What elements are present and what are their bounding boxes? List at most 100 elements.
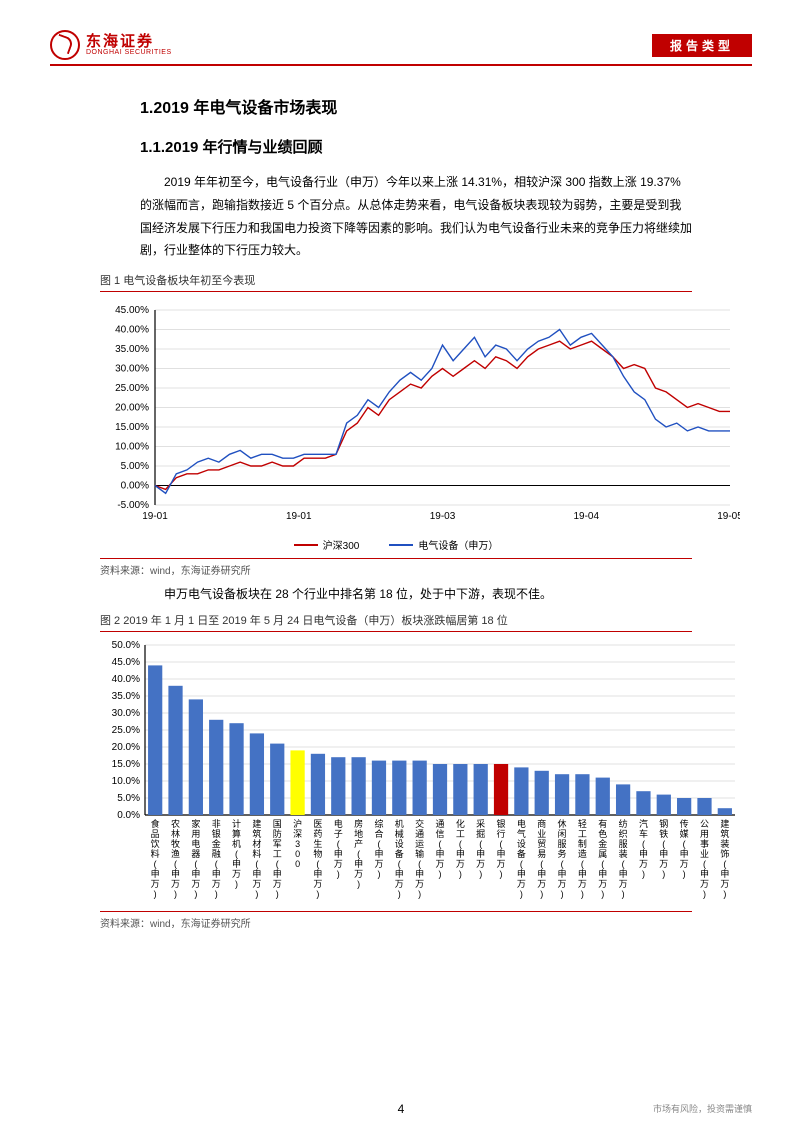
svg-text:申: 申 xyxy=(252,868,261,879)
logo-icon xyxy=(50,30,80,60)
svg-text:-5.00%: -5.00% xyxy=(117,500,149,511)
paragraph-1: 2019 年年初至今，电气设备行业（申万）今年以来上涨 14.31%，相较沪深 … xyxy=(140,171,692,262)
svg-text:饮: 饮 xyxy=(151,838,160,849)
svg-text:): ) xyxy=(357,879,360,889)
svg-text:申: 申 xyxy=(435,848,444,859)
svg-text:万: 万 xyxy=(313,879,322,889)
svg-text:化: 化 xyxy=(456,818,465,829)
svg-text:15.00%: 15.00% xyxy=(115,422,149,433)
page-number: 4 xyxy=(398,1102,405,1116)
svg-text:输: 输 xyxy=(415,848,424,859)
svg-text:药: 药 xyxy=(313,829,322,839)
svg-text:申: 申 xyxy=(273,868,282,879)
svg-text:申: 申 xyxy=(659,848,668,859)
svg-text:万: 万 xyxy=(151,879,160,889)
svg-text:(: ( xyxy=(174,859,177,869)
svg-text:饰: 饰 xyxy=(720,848,729,859)
svg-text:沪: 沪 xyxy=(293,818,302,829)
svg-text:装: 装 xyxy=(619,848,628,859)
svg-text:钢: 钢 xyxy=(659,818,668,829)
svg-text:万: 万 xyxy=(435,859,444,869)
svg-text:气: 气 xyxy=(517,828,526,839)
svg-text:19-05: 19-05 xyxy=(717,511,740,522)
svg-text:万: 万 xyxy=(252,879,261,889)
svg-text:申: 申 xyxy=(171,868,180,879)
svg-text:申: 申 xyxy=(558,868,567,879)
svg-text:40.0%: 40.0% xyxy=(112,674,140,685)
svg-text:媒: 媒 xyxy=(680,829,689,839)
svg-text:0.0%: 0.0% xyxy=(117,810,140,821)
svg-text:万: 万 xyxy=(191,879,200,889)
svg-text:申: 申 xyxy=(639,848,648,859)
svg-text:色: 色 xyxy=(598,828,607,839)
svg-text:万: 万 xyxy=(171,879,180,889)
svg-text:(: ( xyxy=(418,859,421,869)
svg-text:30.00%: 30.00% xyxy=(115,364,149,375)
logo-en: DONGHAI SECURITIES xyxy=(86,49,172,56)
svg-text:汽: 汽 xyxy=(639,818,648,829)
svg-text:属: 属 xyxy=(598,849,607,859)
mid-text: 申万电气设备板块在 28 个行业中排名第 18 位，处于中下游，表现不佳。 xyxy=(140,585,692,602)
svg-text:非: 非 xyxy=(212,818,221,829)
svg-text:(: ( xyxy=(255,859,258,869)
svg-text:): ) xyxy=(561,889,564,899)
report-type-badge: 报告类型 xyxy=(652,34,752,57)
svg-text:申: 申 xyxy=(313,868,322,879)
svg-text:备: 备 xyxy=(517,848,526,859)
figure-2-title: 图 2 2019 年 1 月 1 日至 2019 年 5 月 24 日电气设备（… xyxy=(100,612,692,632)
page-footer: 4 市场有风险，投资需谨慎 xyxy=(50,1102,752,1115)
svg-text:万: 万 xyxy=(578,879,587,889)
svg-text:申: 申 xyxy=(415,868,424,879)
svg-text:万: 万 xyxy=(537,879,546,889)
figure-1-title: 图 1 电气设备板块年初至今表现 xyxy=(100,272,692,292)
svg-text:筑: 筑 xyxy=(720,828,729,839)
svg-text:子: 子 xyxy=(334,829,343,839)
svg-text:信: 信 xyxy=(435,828,444,839)
svg-text:金: 金 xyxy=(212,838,221,849)
svg-text:建: 建 xyxy=(720,818,729,829)
svg-text:): ) xyxy=(581,889,584,899)
svg-text:): ) xyxy=(500,869,503,879)
svg-text:万: 万 xyxy=(456,859,465,869)
svg-text:万: 万 xyxy=(232,869,241,879)
svg-text:万: 万 xyxy=(334,859,343,869)
svg-text:地: 地 xyxy=(354,828,363,839)
svg-text:造: 造 xyxy=(578,848,587,859)
svg-text:万: 万 xyxy=(619,879,628,889)
svg-text:医: 医 xyxy=(313,819,322,829)
svg-text:): ) xyxy=(662,869,665,879)
svg-text:(: ( xyxy=(703,859,706,869)
svg-text:设: 设 xyxy=(517,839,526,849)
svg-text:(: ( xyxy=(683,839,686,849)
svg-text:工: 工 xyxy=(578,829,587,839)
svg-text:申: 申 xyxy=(354,858,363,869)
svg-text:申: 申 xyxy=(578,868,587,879)
svg-text:万: 万 xyxy=(517,879,526,889)
svg-text:纺: 纺 xyxy=(619,818,628,829)
svg-text:45.00%: 45.00% xyxy=(115,305,149,316)
svg-text:万: 万 xyxy=(374,859,383,869)
svg-text:(: ( xyxy=(520,859,523,869)
svg-text:计: 计 xyxy=(232,818,241,829)
svg-text:农: 农 xyxy=(171,818,180,829)
svg-text:申: 申 xyxy=(497,848,506,859)
svg-text:0: 0 xyxy=(295,849,300,859)
svg-text:制: 制 xyxy=(578,838,587,849)
svg-text:融: 融 xyxy=(212,849,221,859)
svg-text:传: 传 xyxy=(680,818,689,829)
svg-text:军: 军 xyxy=(273,839,282,849)
svg-text:申: 申 xyxy=(517,868,526,879)
svg-text:申: 申 xyxy=(537,868,546,879)
svg-text:申: 申 xyxy=(334,848,343,859)
svg-text:(: ( xyxy=(662,839,665,849)
svg-text:35.00%: 35.00% xyxy=(115,344,149,355)
svg-text:40.00%: 40.00% xyxy=(115,325,149,336)
svg-text:器: 器 xyxy=(191,849,200,859)
svg-text:工: 工 xyxy=(456,829,465,839)
svg-text:万: 万 xyxy=(212,879,221,889)
svg-text:房: 房 xyxy=(354,818,363,829)
svg-text:3: 3 xyxy=(295,839,300,849)
svg-text:业: 业 xyxy=(700,849,709,859)
svg-text:): ) xyxy=(439,869,442,879)
svg-text:通: 通 xyxy=(435,819,444,829)
